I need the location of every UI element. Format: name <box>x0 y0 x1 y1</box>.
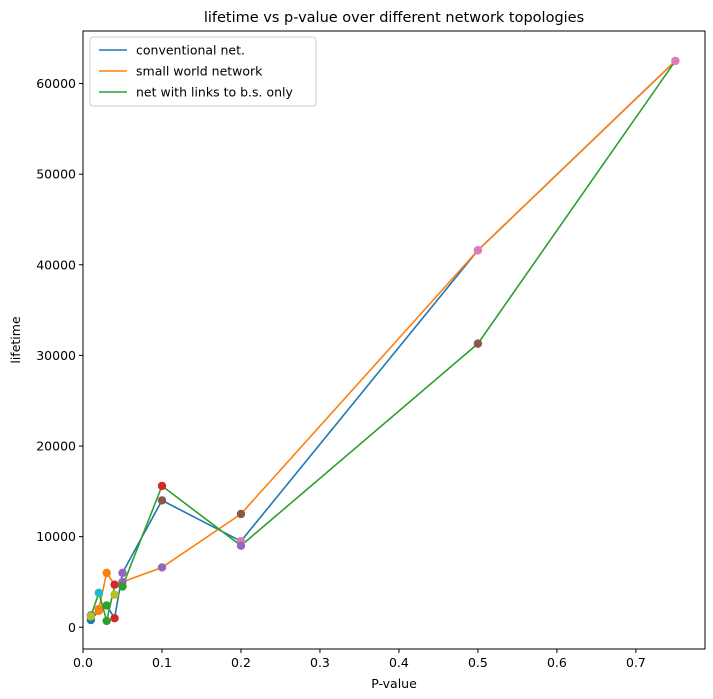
data-point-19 <box>157 563 167 572</box>
data-point-6 <box>157 496 167 505</box>
data-point-25 <box>671 56 680 66</box>
x-tick-label: 0.5 <box>468 655 488 670</box>
y-tick-label: 10000 <box>36 529 76 544</box>
data-point-18 <box>118 582 127 591</box>
y-tick-label: 20000 <box>36 439 76 454</box>
data-point-20 <box>157 481 167 491</box>
data-point-13 <box>102 568 111 578</box>
legend-label-1: conventional net. <box>136 43 245 58</box>
x-axis-ticks: 0.0 0.1 0.2 0.3 0.4 0.5 0.6 0.7 <box>73 649 646 670</box>
data-point-4 <box>110 613 119 623</box>
x-tick-label: 0.2 <box>231 655 251 670</box>
y-tick-label: 30000 <box>36 348 76 363</box>
x-tick-label: 0.6 <box>547 655 567 670</box>
data-point-3 <box>102 601 111 610</box>
y-axis-ticks: 0 10000 20000 30000 40000 50000 60000 <box>36 76 83 635</box>
chart-title: lifetime vs p-value over different netwo… <box>204 10 584 26</box>
plot-frame <box>82 30 706 650</box>
y-tick-label: 0 <box>68 620 76 635</box>
legend-box <box>89 36 317 107</box>
y-tick-label: 40000 <box>36 257 76 272</box>
data-point-22 <box>236 541 246 550</box>
y-tick-label: 60000 <box>36 76 76 91</box>
legend-label-3: net with links to b.s. only <box>136 85 294 100</box>
x-tick-label: 0.3 <box>310 655 330 670</box>
x-tick-label: 0.4 <box>389 655 409 670</box>
legend: conventional net. small world network net … <box>89 36 317 107</box>
data-point-14 <box>102 616 111 626</box>
y-axis-label: lifetime <box>8 316 23 364</box>
y-tick-label: 50000 <box>36 167 76 182</box>
data-point-15 <box>110 580 119 589</box>
x-tick-label: 0.1 <box>152 655 172 670</box>
legend-label-2: small world network <box>136 64 263 79</box>
data-point-24 <box>473 339 483 348</box>
data-point-16 <box>110 590 119 599</box>
x-axis-label: P-value <box>371 676 417 691</box>
data-point-12 <box>94 604 104 614</box>
series-lines <box>90 60 677 622</box>
x-tick-label: 0.0 <box>73 655 93 670</box>
data-point-21 <box>236 509 246 519</box>
series-line-2 <box>90 60 676 617</box>
data-point-23 <box>473 246 483 255</box>
data-point-5 <box>118 568 127 578</box>
data-markers <box>86 56 680 626</box>
data-point-10 <box>94 588 104 598</box>
x-tick-label: 0.7 <box>626 655 646 670</box>
data-point-26 <box>86 612 96 621</box>
